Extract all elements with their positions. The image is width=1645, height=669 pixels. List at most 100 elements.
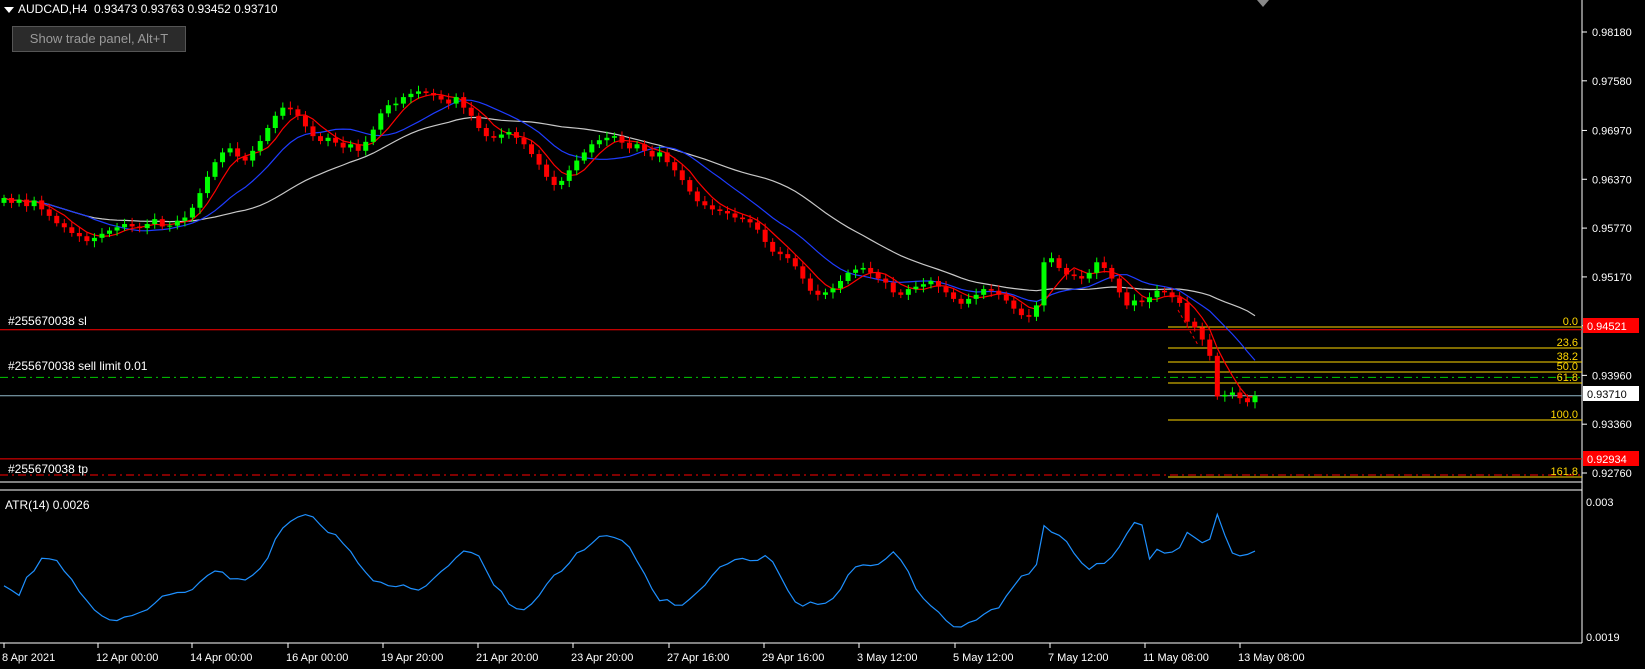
ma-mid-line xyxy=(3,99,1256,361)
bull-candle xyxy=(189,207,195,218)
bear-candle xyxy=(521,137,527,145)
bull-candle xyxy=(378,113,384,130)
bear-candle xyxy=(468,107,474,116)
bear-candle xyxy=(762,229,768,242)
bear-candle xyxy=(1244,398,1250,403)
bull-candle xyxy=(1146,297,1152,303)
bear-candle xyxy=(1214,355,1220,397)
bear-candle xyxy=(295,109,301,116)
bull-candle xyxy=(966,298,972,304)
bull-candle xyxy=(581,152,587,161)
limit-order-label: #255670038 sell limit 0.01 xyxy=(8,359,148,373)
bull-candle xyxy=(212,162,218,177)
bear-candle xyxy=(423,91,429,94)
bull-candle xyxy=(973,294,979,299)
time-axis-label: 7 May 12:00 xyxy=(1048,652,1109,664)
tp-order-label: #255670038 tp xyxy=(8,462,88,476)
bull-candle xyxy=(1,197,7,203)
bull-candle xyxy=(400,97,406,104)
bull-candle xyxy=(265,128,271,142)
bull-candle xyxy=(250,150,256,161)
bear-candle xyxy=(1101,262,1107,268)
bear-candle xyxy=(84,236,90,242)
bull-candle xyxy=(1041,262,1047,306)
time-axis-label: 3 May 12:00 xyxy=(857,652,918,664)
bear-candle xyxy=(988,289,994,291)
dropdown-triangle-icon[interactable] xyxy=(4,6,14,13)
price-axis-label: 0.93360 xyxy=(1592,419,1632,431)
symbol-label: AUDCAD,H4 xyxy=(18,2,88,16)
bull-candle xyxy=(408,93,414,98)
bear-candle xyxy=(551,176,557,185)
bull-candle xyxy=(981,289,987,295)
bear-candle xyxy=(770,241,776,252)
bear-candle xyxy=(619,136,625,143)
bear-candle xyxy=(935,280,941,287)
bull-candle xyxy=(566,170,572,181)
bear-candle xyxy=(355,144,361,151)
bear-candle xyxy=(1237,392,1243,399)
bull-candle xyxy=(830,288,836,293)
bear-candle xyxy=(627,142,632,149)
bull-candle xyxy=(845,272,851,281)
bull-candle xyxy=(611,136,617,138)
bear-candle xyxy=(1056,258,1062,268)
bear-candle xyxy=(807,278,813,291)
bear-candle xyxy=(755,222,761,230)
bear-candle xyxy=(446,99,452,104)
bull-candle xyxy=(107,230,113,234)
order-lines xyxy=(0,329,1582,476)
fib-level-label: 23.6 xyxy=(1557,337,1578,349)
bear-candle xyxy=(1177,297,1183,303)
price-axis-label: 0.95170 xyxy=(1592,272,1632,284)
candles xyxy=(1,85,1258,409)
bull-candle xyxy=(220,152,226,163)
bear-candle xyxy=(129,224,135,227)
bull-candle xyxy=(31,200,37,207)
bear-candle xyxy=(1162,290,1168,293)
bull-candle xyxy=(1229,392,1235,395)
bear-candle xyxy=(46,209,52,216)
bear-candle xyxy=(1003,294,1009,301)
bear-candle xyxy=(958,298,964,304)
bear-candle xyxy=(815,290,821,295)
bear-candle xyxy=(868,267,874,273)
chart-shift-marker[interactable] xyxy=(1257,0,1269,7)
bear-candle xyxy=(785,254,791,259)
bear-candle xyxy=(740,217,746,220)
price-axis-label: 0.95770 xyxy=(1592,223,1632,235)
bear-candle xyxy=(61,223,67,228)
bear-candle xyxy=(483,128,489,137)
bear-candle xyxy=(679,170,685,181)
bear-candle xyxy=(287,107,293,110)
atr-axis-top: 0.003 xyxy=(1586,497,1614,509)
bear-candle xyxy=(340,142,346,148)
bear-candle xyxy=(513,132,519,138)
bull-candle xyxy=(197,193,203,208)
time-axis-label: 23 Apr 20:00 xyxy=(571,652,633,664)
bull-candle xyxy=(498,134,504,138)
show-trade-panel-button[interactable]: Show trade panel, Alt+T xyxy=(12,26,186,52)
time-axis-label: 21 Apr 20:00 xyxy=(476,652,538,664)
bear-candle xyxy=(875,272,881,279)
bear-candle xyxy=(649,150,655,157)
bear-candle xyxy=(724,211,730,214)
bear-candle xyxy=(732,213,738,218)
bull-candle xyxy=(152,219,158,225)
bull-candle xyxy=(1222,394,1228,397)
price-axis-label: 0.92760 xyxy=(1592,468,1632,480)
atr-axis-bottom: 0.0019 xyxy=(1586,632,1620,644)
bull-candle xyxy=(393,103,399,106)
bear-candle xyxy=(1064,267,1070,275)
bear-candle xyxy=(431,93,437,96)
bear-candle xyxy=(461,97,467,108)
bull-candle xyxy=(370,129,376,142)
bear-candle xyxy=(491,136,497,138)
bear-candle xyxy=(24,199,30,207)
bull-candle xyxy=(604,137,610,141)
price-axis-label: 0.96970 xyxy=(1592,125,1632,137)
bear-candle xyxy=(1026,315,1032,317)
bear-candle xyxy=(898,292,904,295)
bull-candle xyxy=(860,267,866,270)
